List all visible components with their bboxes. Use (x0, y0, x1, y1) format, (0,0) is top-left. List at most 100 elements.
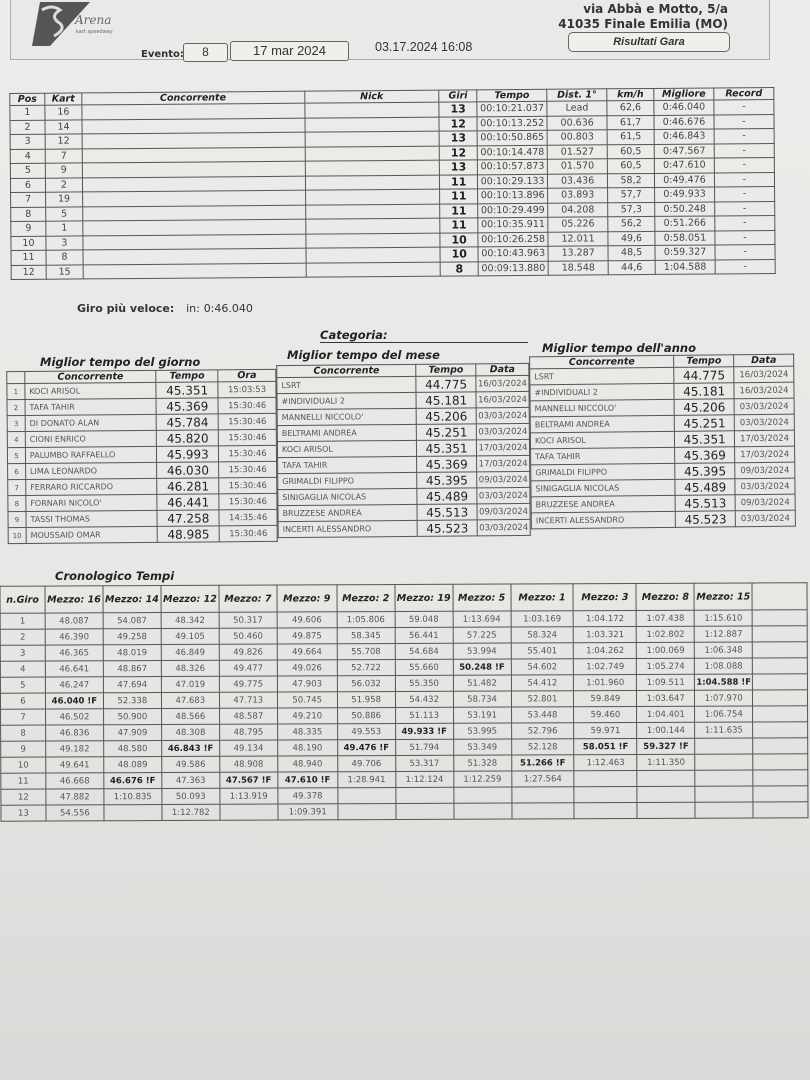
table-cell: 03/03/2024 (734, 398, 795, 415)
table-cell: 46.281 (157, 477, 220, 495)
table-cell: 50.317 (218, 612, 277, 629)
table-cell: 45.351 (416, 439, 477, 457)
table-cell: 48.326 (161, 660, 220, 677)
table-cell: 4 (0, 661, 46, 678)
table-cell: 3 (45, 235, 83, 251)
table-row: INCERTI ALESSANDRO 45.523 03/03/2024 (531, 510, 796, 529)
table-cell: 00:10:13.252 (477, 115, 548, 131)
table-cell: KOCI ARISOL (530, 431, 675, 449)
table-cell: 17/03/2024 (734, 446, 795, 463)
table-cell: 15:30:46 (219, 525, 278, 542)
table-cell: 3 (7, 415, 26, 432)
table-cell: 49.477 (219, 660, 278, 677)
table-cell: 46.040 !F (45, 692, 104, 710)
table-cell: FERRARO RICCARDO (25, 478, 158, 496)
table-cell: 50.093 (161, 788, 220, 805)
table-cell: 53.994 (452, 643, 511, 660)
address: via Abbà e Motto, 5/a 41035 Finale Emili… (558, 2, 728, 32)
table-cell: 1:01.960 (573, 674, 637, 691)
table-cell: - (714, 128, 775, 144)
table-cell: - (714, 200, 775, 216)
table-cell: 1:10.835 (103, 788, 162, 805)
table-cell (752, 705, 808, 722)
table-cell: 45.351 (674, 430, 735, 448)
column-header: Mezzo: 8 (636, 583, 695, 611)
table-cell (752, 737, 808, 754)
table-cell: 50.248 !F (452, 659, 511, 676)
table-cell (695, 769, 754, 787)
table-cell: 1:04.588 !F (694, 673, 753, 691)
table-cell: 54.556 (45, 804, 104, 822)
table-cell: 59.048 (394, 611, 453, 628)
evento-value: 8 (183, 43, 228, 62)
table-cell: 49.875 (276, 627, 337, 645)
table-cell: 13.287 (548, 245, 609, 261)
table-cell: 1:12.259 (453, 771, 512, 788)
table-cell: MANNELLI NICCOLO' (530, 399, 675, 417)
table-cell: 1:08.088 (694, 657, 753, 675)
table-cell: 56,2 (607, 216, 655, 232)
table-cell: 1:03.647 (636, 690, 695, 707)
svg-text:kart speedway: kart speedway (76, 29, 113, 35)
table-cell: 48.908 (219, 756, 278, 773)
table-cell (511, 802, 575, 820)
table-cell: 51.266 !F (511, 754, 575, 772)
table-cell: 10 (440, 246, 479, 262)
table-cell (337, 803, 396, 820)
table-cell: SINIGAGLIA NICOLAS (277, 488, 418, 506)
table-cell: 11 (11, 250, 47, 265)
table-cell: 05.226 (547, 216, 608, 232)
table-cell: 50.745 (277, 691, 338, 709)
table-cell: BELTRAMI ANDREA (530, 415, 675, 433)
best-year-table: Concorrente Tempo Data LSRT 44.775 16/03/2024… (529, 354, 796, 530)
table-cell: 11 (439, 217, 479, 233)
table-cell: 15:30:46 (218, 445, 277, 462)
table-cell: 55.350 (395, 675, 454, 692)
table-cell (637, 802, 696, 819)
table-cell: 00.636 (547, 115, 608, 131)
table-cell: 59.849 (573, 690, 637, 707)
best-month-table: Concorrente Tempo Data LSRT 44.775 16/03/2024… (276, 363, 531, 538)
table-cell: 0:47.567 (654, 143, 715, 159)
table-cell: 0:49.933 (654, 186, 715, 202)
table-cell: - (714, 215, 775, 231)
table-cell: #INDIVIDUALI 2 (529, 383, 675, 401)
table-cell: 12 (439, 145, 478, 161)
column-header: Mezzo: 3 (573, 583, 637, 611)
table-cell: 7 (45, 148, 83, 164)
table-cell (753, 769, 808, 786)
table-cell: 00:10:35.911 (477, 217, 549, 233)
column-header: Mezzo: 7 (218, 585, 277, 613)
table-cell: 1:02.749 (573, 658, 637, 675)
table-cell: 1 (9, 105, 45, 121)
column-header: Tempo (673, 354, 734, 368)
column-header: Mezzo: 12 (160, 585, 219, 613)
table-cell: 50.460 (219, 628, 278, 645)
table-cell: 15:30:46 (218, 413, 277, 430)
table-cell: 00:10:29.133 (477, 173, 548, 189)
table-cell: 46.030 (156, 461, 219, 479)
table-cell: BRUZZESE ANDREA (277, 504, 418, 522)
table-cell: - (714, 157, 775, 173)
table-cell: BELTRAMI ANDREA (277, 424, 417, 442)
column-header: Mezzo: 5 (452, 584, 511, 612)
table-cell: 46.365 (45, 644, 104, 662)
table-cell: 45.523 (417, 519, 478, 537)
table-cell: LSRT (276, 376, 417, 394)
column-header: Mezzo: 16 (44, 585, 103, 614)
table-cell (304, 102, 440, 118)
table-cell (219, 804, 278, 821)
table-cell: 0:47.610 (654, 157, 715, 173)
header-row: n.Giro Mezzo: 16 Mezzo: 14 Mezzo: 12 Mezzo: … (0, 582, 808, 614)
table-cell: TAFA TAHIR (277, 456, 417, 474)
crono-title: Cronologico Tempi (55, 569, 175, 583)
table-cell: 59.460 (573, 706, 637, 723)
table-cell: - (714, 186, 775, 202)
table-cell: 16/03/2024 (733, 366, 794, 383)
table-cell: TASSI THOMAS (25, 510, 158, 528)
table-cell: Lead (547, 100, 608, 116)
table-cell (453, 803, 512, 820)
table-cell: 19 (45, 191, 83, 207)
table-cell: 1:04.588 (655, 259, 716, 275)
table-cell: CIONI ENRICO (25, 430, 157, 448)
